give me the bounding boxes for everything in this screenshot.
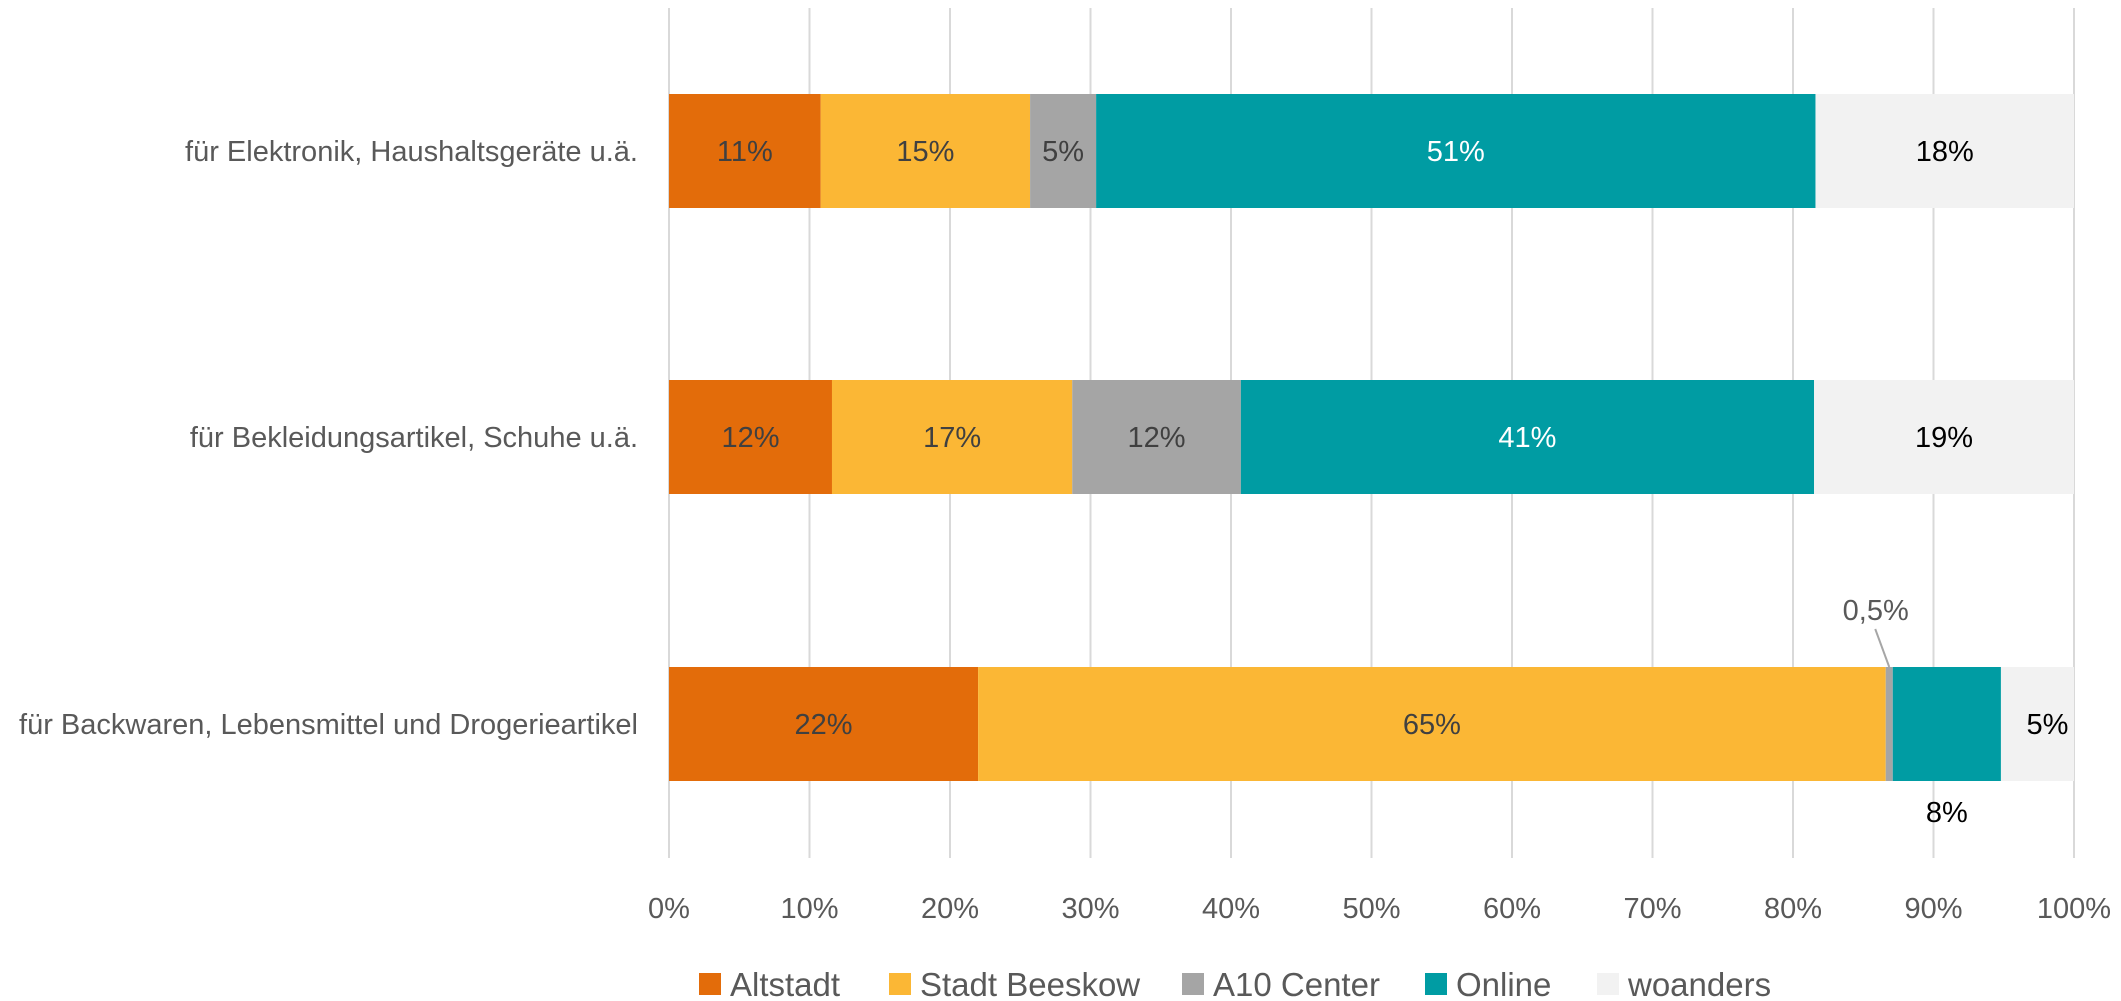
bar-segment [669, 380, 832, 494]
legend-swatch [1182, 973, 1204, 995]
x-tick-label: 10% [780, 893, 838, 925]
bar-segment [669, 667, 979, 781]
legend-label: Altstadt [730, 966, 840, 1001]
category-labels: für Elektronik, Haushaltsgeräte u.ä. für … [19, 136, 638, 741]
category-label: für Bekleidungsartikel, Schuhe u.ä. [190, 422, 638, 454]
legend-swatch [889, 973, 911, 995]
legend-label: Online [1456, 966, 1551, 1001]
data-label: 8% [1926, 797, 1968, 829]
category-label: für Backwaren, Lebensmittel und Drogerie… [19, 709, 638, 741]
bar-segment [2000, 667, 2074, 781]
legend: Altstadt Stadt Beeskow A10 Center Online woa… [699, 966, 1771, 1001]
bar-segment [1892, 667, 2001, 781]
legend-swatch [699, 973, 721, 995]
x-tick-label: 50% [1342, 893, 1400, 925]
x-tick-label: 100% [2037, 893, 2111, 925]
x-tick-label: 90% [1904, 893, 1962, 925]
bar-segment [1885, 667, 1893, 781]
segment-labels: 11% 15% 5% 51% 18% 12% 17% 12% 41% 19% 22% 65% 0,5% 8… [717, 136, 2069, 829]
data-label: 5% [1042, 136, 1084, 168]
legend-label: A10 Center [1213, 966, 1380, 1001]
x-tick-label: 80% [1764, 893, 1822, 925]
data-label: 51% [1427, 136, 1485, 168]
data-label: 65% [1403, 709, 1461, 741]
bar-segment [1096, 94, 1816, 208]
data-label: 41% [1498, 422, 1556, 454]
bar-segment [1072, 380, 1241, 494]
data-label: 17% [923, 422, 981, 454]
x-axis-tick-labels: 0% 10% 20% 30% 40% 50% 60% 70% 80% 90% 100% [648, 893, 2111, 925]
x-tick-label: 20% [921, 893, 979, 925]
x-tick-label: 30% [1061, 893, 1119, 925]
data-label: 22% [795, 709, 853, 741]
x-tick-label: 0% [648, 893, 690, 925]
x-tick-label: 70% [1623, 893, 1681, 925]
x-tick-label: 60% [1483, 893, 1541, 925]
category-label: für Elektronik, Haushaltsgeräte u.ä. [185, 136, 638, 168]
legend-label: Stadt Beeskow [920, 966, 1140, 1001]
bar-segment [978, 667, 1886, 781]
bar-segment [1814, 380, 2074, 494]
data-label: 18% [1916, 136, 1974, 168]
bar-segment [1240, 380, 1815, 494]
bar-segments [669, 94, 2074, 781]
data-label: 12% [1128, 422, 1186, 454]
legend-swatch [1597, 973, 1619, 995]
bar-segment [831, 380, 1073, 494]
bar-segment [1815, 94, 2074, 208]
bar-segment [1030, 94, 1097, 208]
legend-swatch [1425, 973, 1447, 995]
data-label: 0,5% [1843, 595, 1909, 627]
data-label: 5% [2027, 709, 2069, 741]
data-label: 12% [721, 422, 779, 454]
bar-segment [820, 94, 1031, 208]
data-label: 15% [896, 136, 954, 168]
data-label: 11% [717, 136, 773, 168]
bar-segment [669, 94, 821, 208]
data-label: 19% [1915, 422, 1973, 454]
leader-line [1874, 628, 1891, 668]
legend-label: woanders [1627, 966, 1771, 1001]
x-tick-label: 40% [1202, 893, 1260, 925]
